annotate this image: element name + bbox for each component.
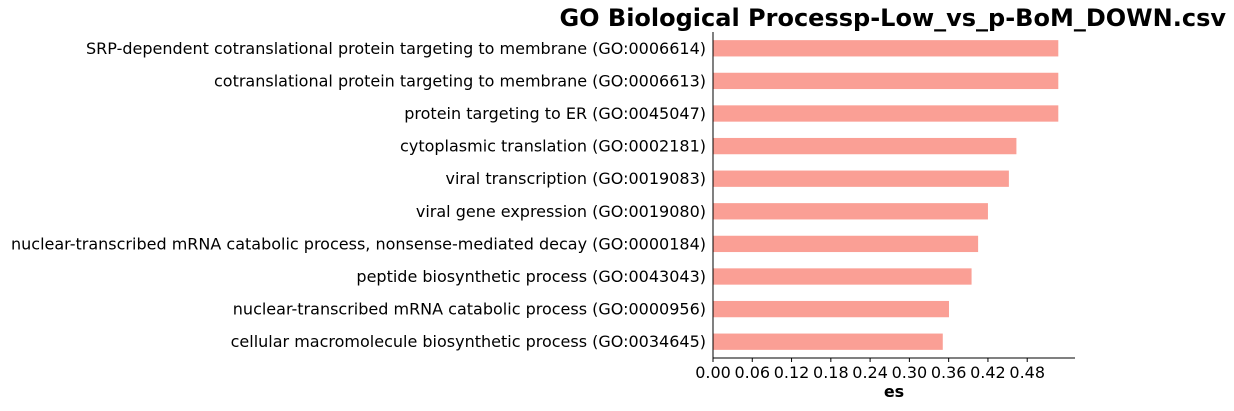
bars-group bbox=[713, 40, 1059, 350]
bar bbox=[713, 235, 979, 253]
category-label: cotranslational protein targeting to mem… bbox=[214, 71, 706, 90]
bar bbox=[713, 300, 949, 318]
x-tick-label: 0.48 bbox=[1009, 363, 1045, 382]
x-tick-label: 0.36 bbox=[931, 363, 967, 382]
category-label: viral gene expression (GO:0019080) bbox=[416, 202, 706, 221]
x-tick-label: 0.12 bbox=[774, 363, 810, 382]
bar bbox=[713, 203, 988, 220]
x-tick-label: 0.18 bbox=[813, 363, 849, 382]
x-tick-label: 0.42 bbox=[970, 363, 1006, 382]
category-label: protein targeting to ER (GO:0045047) bbox=[404, 104, 706, 123]
axes-group bbox=[712, 32, 1075, 359]
x-tick-label: 0.06 bbox=[734, 363, 770, 382]
bar bbox=[713, 72, 1059, 90]
category-label: nuclear-transcribed mRNA catabolic proce… bbox=[11, 234, 706, 253]
x-tick-label: 0.30 bbox=[892, 363, 928, 382]
category-label: nuclear-transcribed mRNA catabolic proce… bbox=[233, 300, 706, 319]
x-axis-title: es bbox=[884, 382, 904, 401]
bar bbox=[713, 170, 1009, 187]
bar bbox=[713, 268, 972, 285]
bar bbox=[713, 333, 943, 350]
category-label: cellular macromolecule biosynthetic proc… bbox=[231, 332, 706, 351]
category-label: viral transcription (GO:0019083) bbox=[445, 169, 706, 188]
x-tick-label: 0.24 bbox=[852, 363, 888, 382]
category-labels-group: SRP-dependent cotranslational protein ta… bbox=[11, 39, 706, 351]
category-label: SRP-dependent cotranslational protein ta… bbox=[86, 39, 706, 58]
x-tick-label: 0.00 bbox=[695, 363, 731, 382]
chart-title: GO Biological Processp-Low_vs_p-BoM_DOWN… bbox=[559, 4, 1226, 32]
category-label: peptide biosynthetic process (GO:0043043… bbox=[356, 267, 706, 286]
bar bbox=[713, 105, 1059, 122]
category-label: cytoplasmic translation (GO:0002181) bbox=[400, 137, 706, 156]
bar bbox=[713, 137, 1017, 155]
x-ticks-group: 0.00 0.06 0.12 0.18 0.24 0.30 0.36 0.42 0.48 bbox=[695, 358, 1045, 382]
bar bbox=[713, 40, 1059, 57]
